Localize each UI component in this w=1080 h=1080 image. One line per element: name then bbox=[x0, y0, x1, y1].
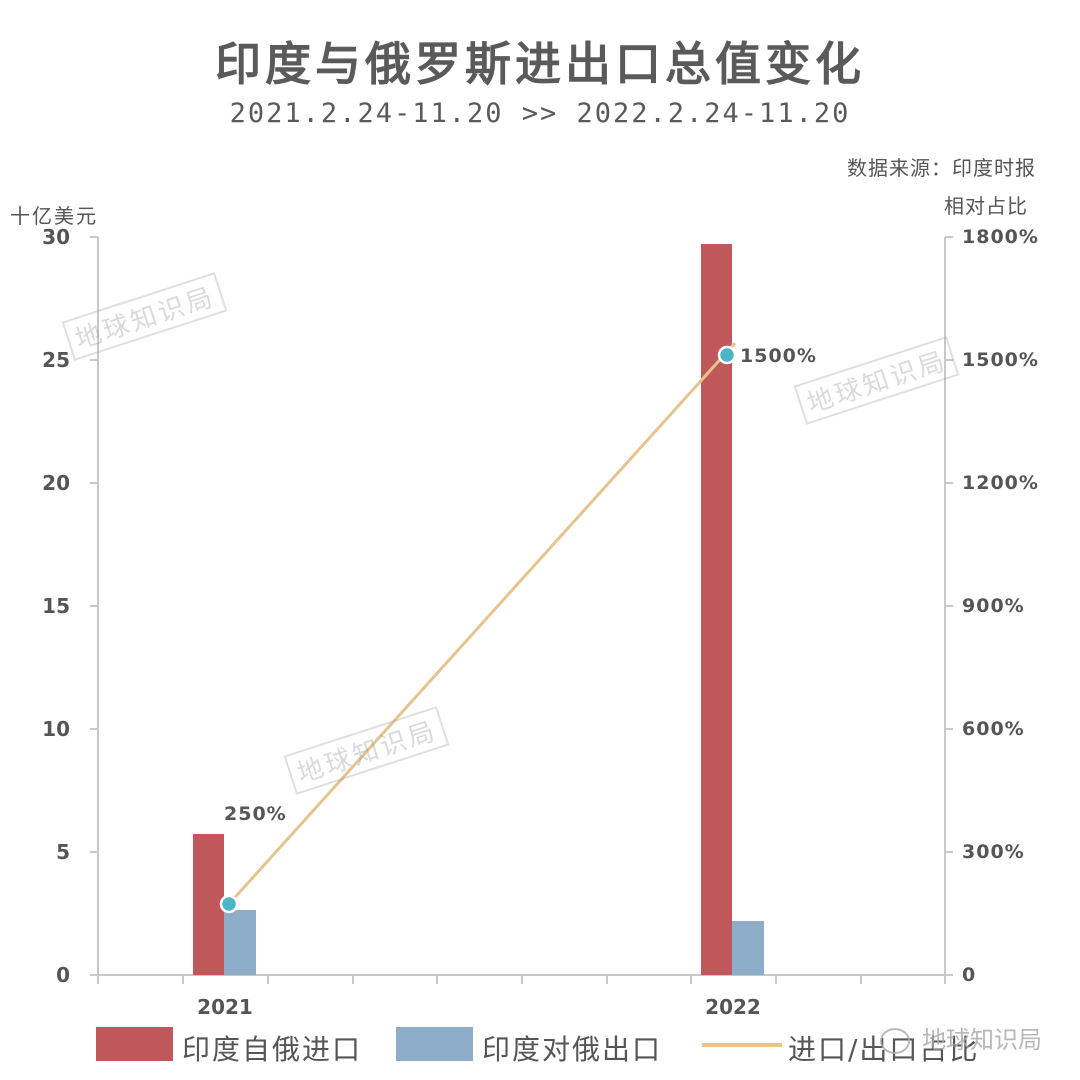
legend-swatch-imports bbox=[96, 1027, 173, 1061]
chart-title: 印度与俄罗斯进出口总值变化 bbox=[215, 37, 865, 91]
left-tick: 30 bbox=[42, 225, 70, 249]
left-tick: 25 bbox=[42, 348, 70, 372]
left-tick: 15 bbox=[42, 594, 70, 618]
right-axis bbox=[944, 236, 953, 976]
bar-exports-2021 bbox=[224, 910, 256, 975]
right-tick: 900% bbox=[962, 595, 1025, 617]
brand-text: 地球知识局 bbox=[922, 1026, 1042, 1054]
right-tick: 300% bbox=[962, 841, 1025, 863]
ratio-marker-2022 bbox=[717, 345, 737, 365]
wechat-icon bbox=[880, 1028, 911, 1054]
right-tick: 0 bbox=[962, 964, 977, 986]
ratio-label-2022: 1500% bbox=[740, 345, 817, 367]
ratio-marker-2021 bbox=[219, 894, 239, 914]
data-source: 数据来源：印度时报 bbox=[847, 156, 1036, 180]
x-category-2021: 2021 bbox=[197, 995, 253, 1019]
ratio-line bbox=[227, 341, 737, 906]
left-tick: 10 bbox=[42, 717, 70, 741]
right-tick: 1200% bbox=[962, 472, 1039, 494]
right-axis-title: 相对占比 bbox=[944, 194, 1028, 218]
bar-exports-2022 bbox=[732, 921, 764, 975]
x-axis bbox=[97, 974, 946, 984]
legend-swatch-ratio bbox=[702, 1043, 782, 1047]
right-tick: 600% bbox=[962, 718, 1025, 740]
legend-label-imports: 印度自俄进口 bbox=[182, 1033, 363, 1066]
left-axis-title: 十亿美元 bbox=[10, 204, 98, 228]
ratio-label-2021: 250% bbox=[224, 803, 287, 825]
right-tick: 1500% bbox=[962, 349, 1039, 371]
bar-imports-2022 bbox=[701, 244, 732, 975]
right-tick: 1800% bbox=[962, 226, 1039, 248]
left-tick: 0 bbox=[56, 963, 70, 987]
x-category-2022: 2022 bbox=[705, 995, 761, 1019]
legend-label-exports: 印度对俄出口 bbox=[482, 1033, 663, 1066]
brand-watermark: 地球知识局 bbox=[880, 1020, 1042, 1055]
chart-subtitle: 2021.2.24-11.20 >> 2022.2.24-11.20 bbox=[229, 98, 851, 129]
left-tick: 20 bbox=[42, 471, 70, 495]
left-tick: 5 bbox=[56, 840, 70, 864]
legend-swatch-exports bbox=[396, 1027, 473, 1061]
left-axis bbox=[90, 236, 99, 976]
bar-imports-2021 bbox=[193, 834, 224, 975]
